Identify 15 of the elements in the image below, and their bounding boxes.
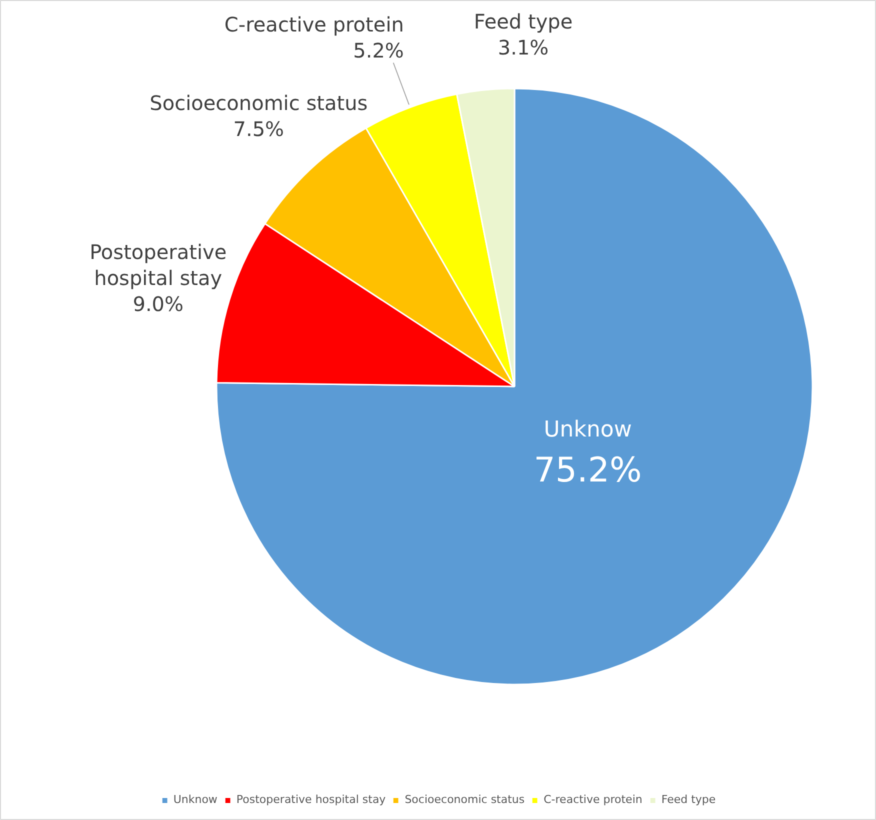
slice-label: Feed type — [474, 10, 573, 34]
data-label: 75.2% — [534, 450, 642, 491]
slice-label: Socioeconomic status — [150, 90, 368, 115]
legend-label: C-reactive protein — [544, 793, 642, 806]
data-label: 5.2% — [353, 38, 404, 63]
slice-label: C-reactive protein — [224, 12, 404, 37]
slice-label: Unknow — [544, 418, 632, 443]
data-label: 7.5% — [233, 116, 284, 141]
data-label: 9.0% — [132, 292, 184, 316]
legend-label: Unknow — [173, 793, 218, 806]
legend-label: Socioeconomic status — [404, 793, 525, 806]
slice-label: Postoperative hospital stay — [90, 240, 227, 290]
data-label: 3.1% — [498, 36, 549, 60]
legend-label: Postoperative hospital stay — [236, 793, 386, 806]
legend-label: Feed type — [661, 793, 716, 806]
